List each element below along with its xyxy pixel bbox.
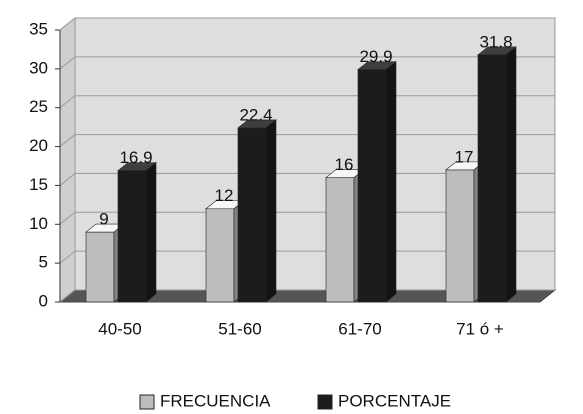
data-label: 12 <box>215 186 234 205</box>
grid-line <box>59 95 76 109</box>
bar-front <box>85 231 115 303</box>
legend-swatch <box>139 394 155 410</box>
x-tick-label: 40-50 <box>98 319 141 338</box>
legend-label: FRECUENCIA <box>160 391 271 410</box>
bar-front <box>237 127 267 303</box>
bar-front <box>357 69 387 303</box>
x-tick-label: 51-60 <box>218 319 261 338</box>
bar-side <box>385 61 397 303</box>
data-label: 17 <box>455 147 474 166</box>
y-tick-label: 0 <box>39 291 48 310</box>
grid-line <box>59 56 76 70</box>
legend-label: PORCENTAJE <box>338 391 451 410</box>
x-tick-label: 61-70 <box>338 319 381 338</box>
bar-front <box>445 169 475 303</box>
side-wall <box>59 16 76 304</box>
grid-line <box>59 134 76 147</box>
y-tick-label: 5 <box>39 253 48 272</box>
y-tick-label: 10 <box>29 214 48 233</box>
grid-line <box>59 173 76 186</box>
y-tick-label: 25 <box>29 97 48 116</box>
data-label: 22.4 <box>239 105 272 124</box>
bar-front <box>477 54 507 303</box>
bar-front <box>205 208 235 303</box>
bar-side <box>265 119 277 303</box>
grid-line <box>59 17 76 31</box>
data-label: 31.8 <box>479 32 512 51</box>
data-label: 16 <box>335 155 354 174</box>
y-tick-label: 30 <box>29 58 48 77</box>
bar-front <box>117 170 147 303</box>
bar-front <box>325 177 355 303</box>
grid-line <box>59 289 76 303</box>
y-tick-label: 20 <box>29 136 48 155</box>
data-label: 29.9 <box>359 47 392 66</box>
bar-side <box>505 46 517 303</box>
x-tick-label: 71 ó + <box>456 319 504 338</box>
bar-side <box>145 162 157 303</box>
grid-line <box>59 211 76 225</box>
data-label: 16.9 <box>119 148 152 167</box>
legend-swatch <box>317 394 333 410</box>
y-tick-label: 35 <box>29 19 48 38</box>
y-tick-label: 15 <box>29 175 48 194</box>
data-label: 9 <box>99 210 108 229</box>
grid-line <box>59 250 76 264</box>
